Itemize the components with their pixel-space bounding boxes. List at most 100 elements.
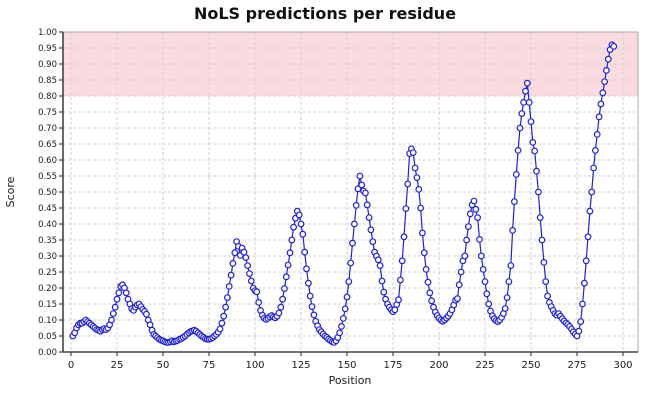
- y-tick-label: 0.70: [38, 124, 57, 134]
- x-tick-label: 0: [68, 360, 74, 371]
- x-tick-label: 225: [475, 360, 494, 371]
- data-point: [511, 198, 518, 206]
- data-point: [351, 220, 358, 228]
- data-point: [305, 279, 312, 287]
- data-point: [299, 230, 307, 238]
- data-point: [378, 277, 386, 285]
- y-axis-label: Score: [4, 176, 17, 207]
- data-point: [310, 311, 318, 319]
- data-point: [244, 262, 252, 270]
- data-point: [400, 233, 408, 241]
- data-point: [420, 249, 428, 257]
- y-tick-label: 0.40: [38, 220, 57, 230]
- data-point: [509, 226, 516, 234]
- data-point: [284, 261, 292, 269]
- data-point: [603, 66, 610, 74]
- y-tick-label: 0.25: [38, 268, 57, 278]
- data-point: [540, 259, 548, 266]
- data-point: [242, 254, 250, 262]
- data-point: [358, 181, 366, 189]
- data-point: [397, 276, 404, 284]
- data-point: [463, 236, 471, 244]
- x-tick-label: 125: [291, 360, 310, 371]
- data-point: [477, 252, 485, 260]
- plot-border: [63, 31, 639, 352]
- data-point: [411, 164, 419, 172]
- data-point: [518, 110, 526, 117]
- data-point: [516, 124, 524, 132]
- data-point: [380, 288, 388, 296]
- x-tick-label: 150: [337, 360, 356, 371]
- data-point: [424, 278, 432, 286]
- y-tick-label: 0.30: [38, 252, 57, 262]
- y-tick-label: 1.00: [38, 28, 57, 38]
- data-point: [599, 89, 607, 97]
- data-point: [306, 292, 314, 300]
- data-point: [512, 170, 520, 178]
- x-tick-label: 175: [383, 360, 402, 371]
- data-point: [514, 146, 522, 154]
- x-tick-label: 100: [245, 360, 264, 371]
- data-point: [601, 78, 608, 85]
- data-point: [109, 310, 117, 318]
- data-point: [281, 285, 288, 293]
- data-point: [288, 236, 296, 244]
- data-point: [582, 257, 590, 265]
- data-point: [472, 205, 480, 213]
- data-point: [592, 146, 599, 154]
- y-tick-label: 0.05: [38, 332, 57, 342]
- data-point: [457, 268, 465, 276]
- y-tick-label: 0.65: [38, 140, 57, 150]
- data-point: [376, 262, 384, 270]
- data-point: [588, 188, 596, 196]
- data-point: [577, 318, 585, 326]
- data-point: [303, 265, 310, 273]
- data-point: [341, 305, 349, 313]
- x-tick-label: 50: [157, 360, 170, 371]
- data-point: [253, 288, 261, 296]
- data-point: [220, 312, 228, 320]
- data-point: [610, 43, 618, 50]
- data-point: [222, 303, 230, 311]
- data-point: [301, 248, 309, 256]
- data-point: [505, 278, 513, 286]
- y-tick-label: 0.10: [38, 316, 57, 326]
- data-point: [426, 289, 434, 297]
- data-point: [422, 266, 430, 273]
- data-point: [417, 204, 425, 212]
- y-tick-label: 0.35: [38, 236, 57, 246]
- data-point: [593, 130, 601, 138]
- x-axis-label: Position: [329, 374, 372, 387]
- data-point: [507, 262, 515, 270]
- data-point: [415, 185, 423, 193]
- data-point: [470, 197, 478, 205]
- data-point: [142, 310, 150, 318]
- data-point: [479, 266, 487, 273]
- x-tick-label: 275: [567, 360, 586, 371]
- y-tick-label: 0.95: [38, 44, 57, 54]
- data-point: [586, 207, 594, 215]
- data-point: [279, 295, 287, 303]
- data-point: [113, 295, 121, 303]
- data-point: [339, 315, 347, 322]
- y-tick-label: 0.50: [38, 188, 57, 198]
- data-point: [240, 248, 248, 256]
- data-point: [108, 316, 115, 324]
- data-point: [483, 290, 491, 298]
- data-point: [584, 233, 592, 241]
- data-point: [476, 235, 483, 243]
- y-tick-label: 0.75: [38, 108, 57, 118]
- x-tick-label: 25: [111, 360, 124, 371]
- data-point: [347, 259, 355, 267]
- y-tick-label: 0.45: [38, 204, 57, 214]
- data-point: [345, 278, 353, 286]
- data-point: [275, 309, 283, 317]
- y-tick-label: 0.00: [38, 348, 57, 358]
- data-point: [575, 327, 583, 335]
- chart-title: NoLS predictions per residue: [194, 4, 456, 23]
- y-tick-label: 0.80: [38, 92, 57, 102]
- data-point: [527, 118, 535, 125]
- data-point: [409, 149, 417, 157]
- data-point: [216, 325, 224, 333]
